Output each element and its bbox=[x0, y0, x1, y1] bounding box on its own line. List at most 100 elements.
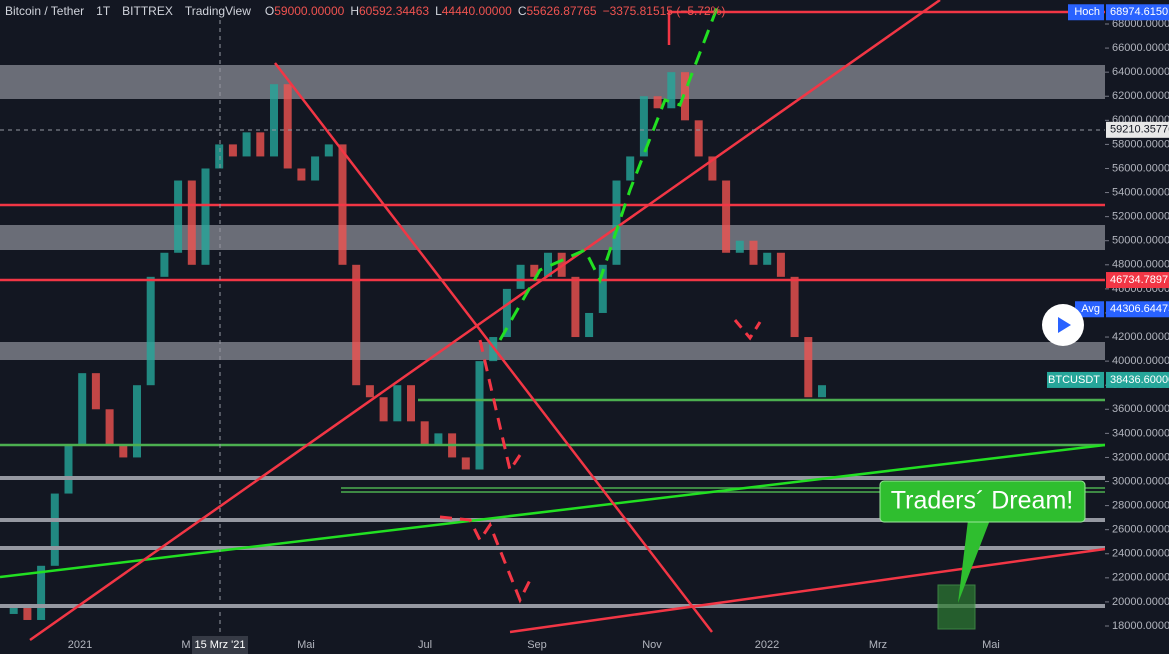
candle bbox=[297, 168, 306, 181]
candle bbox=[23, 607, 32, 620]
candle bbox=[763, 252, 772, 265]
candle bbox=[502, 288, 511, 338]
candle bbox=[461, 457, 470, 470]
drawings bbox=[0, 0, 1106, 642]
candle bbox=[818, 385, 826, 398]
price-tick-label: 56000.00000 bbox=[1112, 162, 1169, 174]
price-label: 59210.35776 bbox=[1110, 124, 1169, 136]
price-label-box bbox=[1106, 121, 1169, 138]
price-tick-label: 68000.00000 bbox=[1112, 18, 1169, 30]
candle bbox=[749, 240, 758, 265]
callout bbox=[879, 480, 1086, 523]
candle bbox=[352, 264, 361, 386]
price-label-box bbox=[1106, 301, 1169, 318]
price-tick-label: 28000.00000 bbox=[1112, 500, 1169, 512]
price-tick-label: 26000.00000 bbox=[1112, 524, 1169, 536]
ohlc-key: C bbox=[518, 4, 527, 18]
time-label: 2021 bbox=[68, 639, 92, 651]
time-label: Nov bbox=[642, 639, 662, 651]
price-label: 68974.61501 bbox=[1110, 6, 1169, 18]
candle bbox=[612, 180, 621, 265]
play-button[interactable] bbox=[1042, 304, 1084, 346]
price-tick-label: 22000.00000 bbox=[1112, 572, 1169, 584]
candle bbox=[91, 373, 100, 410]
candle bbox=[256, 132, 265, 157]
price-tick-label: 66000.00000 bbox=[1112, 42, 1169, 54]
crosshair-date: 15 Mrz '21 bbox=[194, 639, 245, 651]
price-tag: Hoch bbox=[1074, 6, 1100, 18]
price-tick-label: 24000.00000 bbox=[1112, 548, 1169, 560]
candle bbox=[270, 84, 278, 157]
ohlc-value: 59000.00000 bbox=[274, 4, 344, 18]
price-tick-label: 18000.00000 bbox=[1112, 620, 1169, 632]
trend-line bbox=[274, 62, 713, 633]
price-tick-label: 32000.00000 bbox=[1112, 451, 1169, 463]
candle bbox=[160, 252, 169, 277]
ohlc-key: O bbox=[265, 4, 274, 18]
path-projection bbox=[478, 339, 522, 474]
candle bbox=[50, 493, 59, 566]
candle bbox=[228, 144, 237, 157]
time-label: 2022 bbox=[755, 639, 779, 651]
price-tick-label: 58000.00000 bbox=[1112, 138, 1169, 150]
candle bbox=[283, 84, 292, 169]
candle bbox=[64, 445, 73, 494]
candle bbox=[393, 385, 402, 422]
candle bbox=[9, 607, 18, 614]
candle bbox=[119, 445, 128, 458]
path-projection bbox=[439, 515, 532, 604]
candle bbox=[694, 120, 703, 157]
candle bbox=[174, 180, 183, 253]
source: TradingView bbox=[185, 4, 251, 18]
candle bbox=[146, 276, 155, 386]
header-line: Bitcoin / Tether 1T BITTREX TradingView O590… bbox=[5, 4, 725, 18]
zone bbox=[0, 65, 1105, 99]
symbol: Bitcoin / Tether bbox=[5, 4, 84, 18]
play-icon[interactable] bbox=[1058, 317, 1071, 333]
ohlc-value: 55626.87765 bbox=[527, 4, 597, 18]
candle bbox=[37, 565, 46, 620]
time-axis: 2021 M Mai Jul Sep Nov 2022 Mrz Mai 15 Mrz '21 bbox=[68, 636, 1000, 654]
candle bbox=[585, 312, 594, 338]
exchange: BITTREX bbox=[122, 4, 173, 18]
price-label-box bbox=[1106, 4, 1169, 21]
ohlc-value: 60592.34463 bbox=[359, 4, 429, 18]
price-tag-box bbox=[1068, 4, 1104, 21]
price-tick-label: 40000.00000 bbox=[1112, 355, 1169, 367]
zone bbox=[0, 225, 1105, 250]
header: Bitcoin / Tether 1T BITTREX TradingView O590… bbox=[5, 4, 725, 18]
candle bbox=[105, 409, 114, 446]
price-tag: BTCUSDT bbox=[1048, 374, 1100, 386]
candle bbox=[626, 156, 635, 181]
trend-line bbox=[0, 443, 1106, 579]
price-label-box bbox=[1106, 272, 1169, 289]
target-box bbox=[937, 584, 976, 630]
price-tick-label: 48000.00000 bbox=[1112, 259, 1169, 271]
annotation: Traders´ Dream! bbox=[891, 487, 1073, 515]
candle bbox=[365, 385, 374, 398]
zone bbox=[0, 342, 1105, 360]
candle bbox=[201, 168, 210, 265]
price-label-box bbox=[1106, 371, 1169, 388]
zones bbox=[0, 65, 1105, 360]
candle bbox=[681, 72, 689, 121]
candle bbox=[639, 96, 648, 157]
price-tick-label: 64000.00000 bbox=[1112, 66, 1169, 78]
interval: 1T bbox=[96, 4, 111, 18]
candle bbox=[324, 144, 333, 157]
crosshair-date-box bbox=[192, 636, 248, 654]
trend-line bbox=[29, 0, 941, 642]
trend-line bbox=[509, 547, 1106, 634]
level-line bbox=[667, 10, 1105, 45]
price-tick-label: 62000.00000 bbox=[1112, 90, 1169, 102]
candle bbox=[667, 72, 676, 109]
price-tick-label: 42000.00000 bbox=[1112, 331, 1169, 343]
price-axis-labels: 68000.00000 66000.00000 64000.00000 62000.0… bbox=[1047, 4, 1169, 632]
candle bbox=[78, 373, 87, 446]
candle bbox=[187, 180, 196, 265]
candle bbox=[790, 276, 799, 338]
price-tick-label: 30000.00000 bbox=[1112, 475, 1169, 487]
price-axis bbox=[1105, 0, 1169, 654]
